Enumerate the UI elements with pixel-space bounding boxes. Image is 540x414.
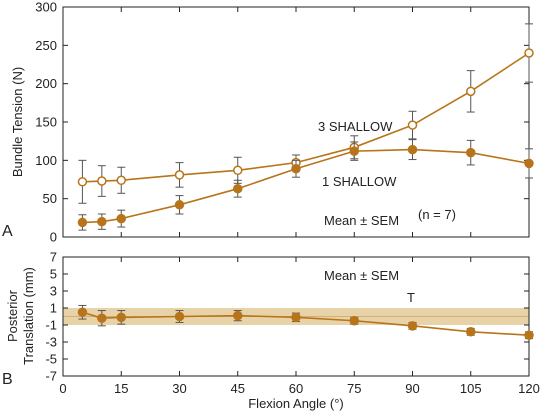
y-tick-label-b: 1: [50, 301, 57, 316]
label-1-shallow: 1 SHALLOW: [322, 174, 397, 189]
data-point: [77, 217, 88, 228]
data-point: [116, 312, 126, 323]
data-point: [524, 48, 534, 58]
label-3-shallow: 3 SHALLOW: [318, 119, 393, 134]
data-point: [349, 146, 359, 156]
x-tick-label: 105: [460, 381, 482, 396]
y-tick-label-b: -3: [45, 335, 57, 350]
data-point: [407, 144, 418, 155]
data-point: [97, 216, 107, 227]
data-point: [97, 313, 107, 323]
data-point: [524, 158, 534, 169]
data-point: [407, 120, 418, 130]
data-point: [407, 321, 418, 331]
data-point: [466, 147, 476, 158]
x-tick-label: 90: [405, 381, 419, 396]
y-tick-label-a: 300: [35, 0, 57, 15]
data-point: [291, 312, 301, 323]
y-tick-label-b: -1: [45, 318, 57, 333]
y-tick-label-a: 250: [35, 38, 57, 53]
mean-sem-label-b: Mean ± SEM: [324, 268, 399, 283]
y-tick-label-b: -7: [45, 369, 57, 384]
data-point: [77, 307, 88, 317]
x-tick-label: 0: [59, 381, 66, 396]
n-label: (n = 7): [418, 207, 456, 222]
data-point: [97, 176, 107, 186]
y-tick-label-a: 150: [35, 115, 57, 130]
x-axis-title: Flexion Angle (°): [248, 396, 344, 411]
y-axis-title-b-line2: Translation (mm): [21, 267, 36, 365]
series-line-a-0: [82, 52, 530, 183]
data-point: [233, 310, 243, 321]
data-point: [466, 86, 476, 97]
x-tick-label: 45: [231, 381, 245, 396]
y-tick-label-b: 7: [50, 250, 57, 265]
data-point: [291, 164, 301, 174]
data-point: [524, 330, 534, 340]
x-tick-label: 15: [114, 381, 128, 396]
y-tick-label-b: 5: [50, 267, 57, 282]
data-point: [174, 311, 185, 322]
data-point: [174, 170, 185, 180]
x-tick-label: 30: [172, 381, 186, 396]
data-point: [77, 177, 88, 187]
data-point: [466, 327, 476, 337]
y-tick-label-a: 100: [35, 153, 57, 168]
data-point: [116, 175, 126, 186]
data-point: [174, 200, 185, 210]
plot-frame-a: [62, 6, 530, 238]
x-tick-label: 60: [289, 381, 303, 396]
y-axis-title-a: Bundle Tension (N): [10, 67, 25, 177]
data-point: [233, 165, 243, 176]
x-tick-label: 120: [518, 381, 540, 396]
y-tick-label-a: 200: [35, 76, 57, 91]
mean-sem-label-a: Mean ± SEM: [324, 213, 399, 228]
series-line-a-1: [82, 148, 530, 224]
data-point: [349, 316, 359, 326]
y-tick-label-b: 3: [50, 284, 57, 299]
panel-letter-a: A: [2, 223, 13, 240]
y-tick-label-a: 50: [43, 191, 57, 206]
series-line-b-0: [82, 311, 530, 336]
panel-letter-b: B: [2, 371, 13, 388]
t-mark: T: [407, 290, 415, 305]
y-tick-label-a: 0: [50, 230, 57, 245]
data-point: [116, 213, 126, 224]
x-tick-label: 75: [347, 381, 361, 396]
y-tick-label-b: -5: [45, 352, 57, 367]
data-point: [233, 183, 243, 194]
panel-a: 0 50 100 150 200 250 300: [35, 0, 534, 245]
y-axis-title-b-line1: Posterior: [5, 289, 20, 342]
